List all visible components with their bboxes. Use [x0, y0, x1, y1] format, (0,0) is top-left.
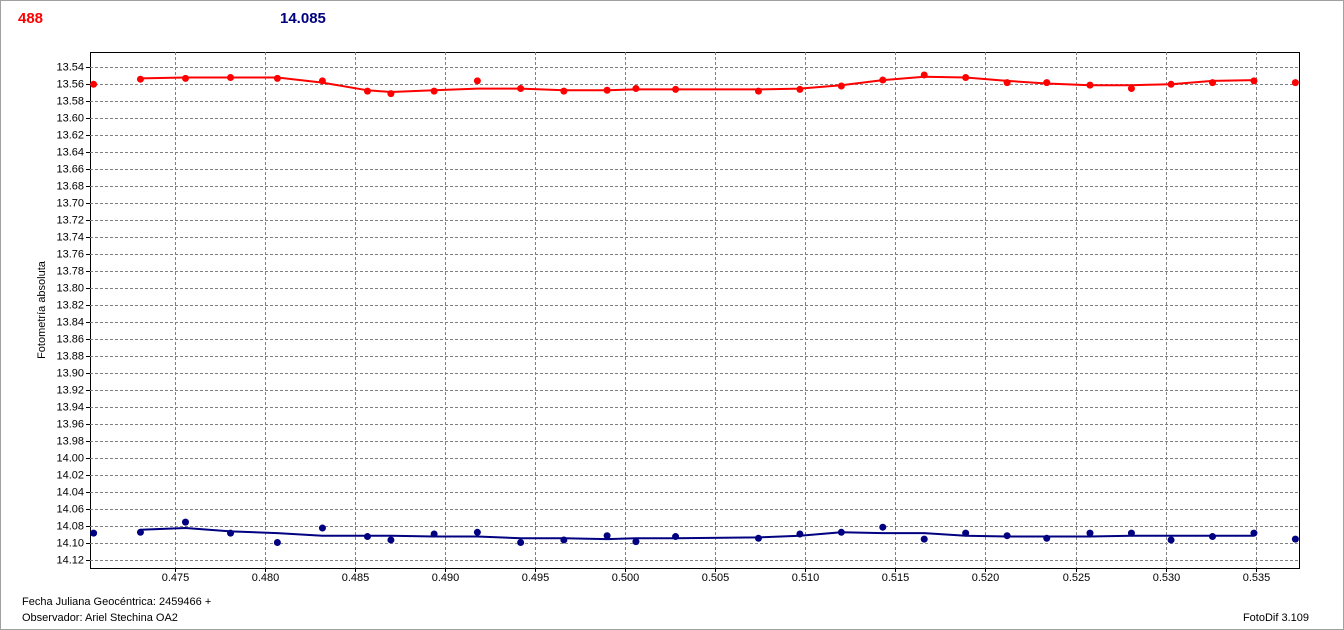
x-axis-label: Fecha Juliana Geocéntrica: 2459466 +: [22, 596, 211, 608]
data-point: [90, 80, 98, 88]
y-tick-label: 13.54: [56, 61, 84, 73]
y-tick-label: 13.66: [56, 163, 84, 175]
y-tick-label: 14.06: [56, 503, 84, 515]
y-tick-label: 13.76: [56, 248, 84, 260]
data-point: [1086, 529, 1094, 537]
y-tick-label: 13.96: [56, 418, 84, 430]
x-tick-label: 0.530: [1153, 572, 1181, 584]
y-tick-label: 13.62: [56, 129, 84, 141]
observer: Observador: Ariel Stechina OA2: [22, 612, 178, 624]
y-tick-label: 13.58: [56, 95, 84, 107]
y-tick-label: 13.86: [56, 333, 84, 345]
y-tick-label: 14.08: [56, 520, 84, 532]
y-tick-label: 13.72: [56, 214, 84, 226]
y-tick-label: 13.64: [56, 146, 84, 158]
data-point: [181, 518, 189, 526]
data-point: [1167, 536, 1175, 544]
y-tick-label: 13.84: [56, 316, 84, 328]
y-tick-label: 13.80: [56, 282, 84, 294]
x-tick-label: 0.475: [162, 572, 190, 584]
data-point: [90, 529, 98, 537]
y-tick-label: 13.60: [56, 112, 84, 124]
y-tick-label: 13.94: [56, 401, 84, 413]
data-point: [387, 536, 395, 544]
y-tick-label: 13.78: [56, 265, 84, 277]
y-tick-label: 13.90: [56, 367, 84, 379]
y-axis-label: Fotometría absoluta: [36, 260, 48, 359]
data-point: [1127, 85, 1135, 93]
x-tick-label: 0.515: [882, 572, 910, 584]
x-tick-label: 0.500: [612, 572, 640, 584]
y-tick-label: 13.88: [56, 350, 84, 362]
y-tick-label: 13.68: [56, 180, 84, 192]
y-tick-label: 13.92: [56, 384, 84, 396]
y-tick-label: 14.00: [56, 452, 84, 464]
y-tick-label: 14.12: [56, 554, 84, 566]
credit: FotoDif 3.109: [1243, 612, 1309, 624]
data-point: [1291, 79, 1299, 87]
data-point: [318, 524, 326, 532]
x-tick-label: 0.510: [792, 572, 820, 584]
y-tick-label: 13.74: [56, 231, 84, 243]
y-tick-label: 13.82: [56, 299, 84, 311]
x-tick-label: 0.495: [522, 572, 550, 584]
data-point: [632, 538, 640, 546]
fit-line: [140, 75, 1255, 94]
data-point: [879, 523, 887, 531]
y-tick-label: 13.70: [56, 197, 84, 209]
header-value: 488: [18, 10, 43, 27]
data-point: [603, 532, 611, 540]
x-tick-label: 0.485: [342, 572, 370, 584]
y-tick-label: 14.02: [56, 469, 84, 481]
x-tick-label: 0.525: [1063, 572, 1091, 584]
data-point: [473, 77, 481, 85]
x-tick-label: 0.520: [972, 572, 1000, 584]
y-tick-label: 14.04: [56, 486, 84, 498]
data-point: [517, 538, 525, 546]
header-value: 14.085: [280, 10, 326, 27]
plot-area: [90, 52, 1300, 569]
x-tick-label: 0.535: [1243, 572, 1271, 584]
fit-line: [140, 526, 1254, 541]
x-tick-label: 0.480: [252, 572, 280, 584]
y-tick-label: 13.98: [56, 435, 84, 447]
y-tick-label: 13.56: [56, 78, 84, 90]
data-point: [273, 538, 281, 546]
y-tick-label: 14.10: [56, 537, 84, 549]
data-point: [1291, 535, 1299, 543]
data-point: [473, 528, 481, 536]
x-tick-label: 0.505: [702, 572, 730, 584]
data-point: [920, 535, 928, 543]
x-tick-label: 0.490: [432, 572, 460, 584]
